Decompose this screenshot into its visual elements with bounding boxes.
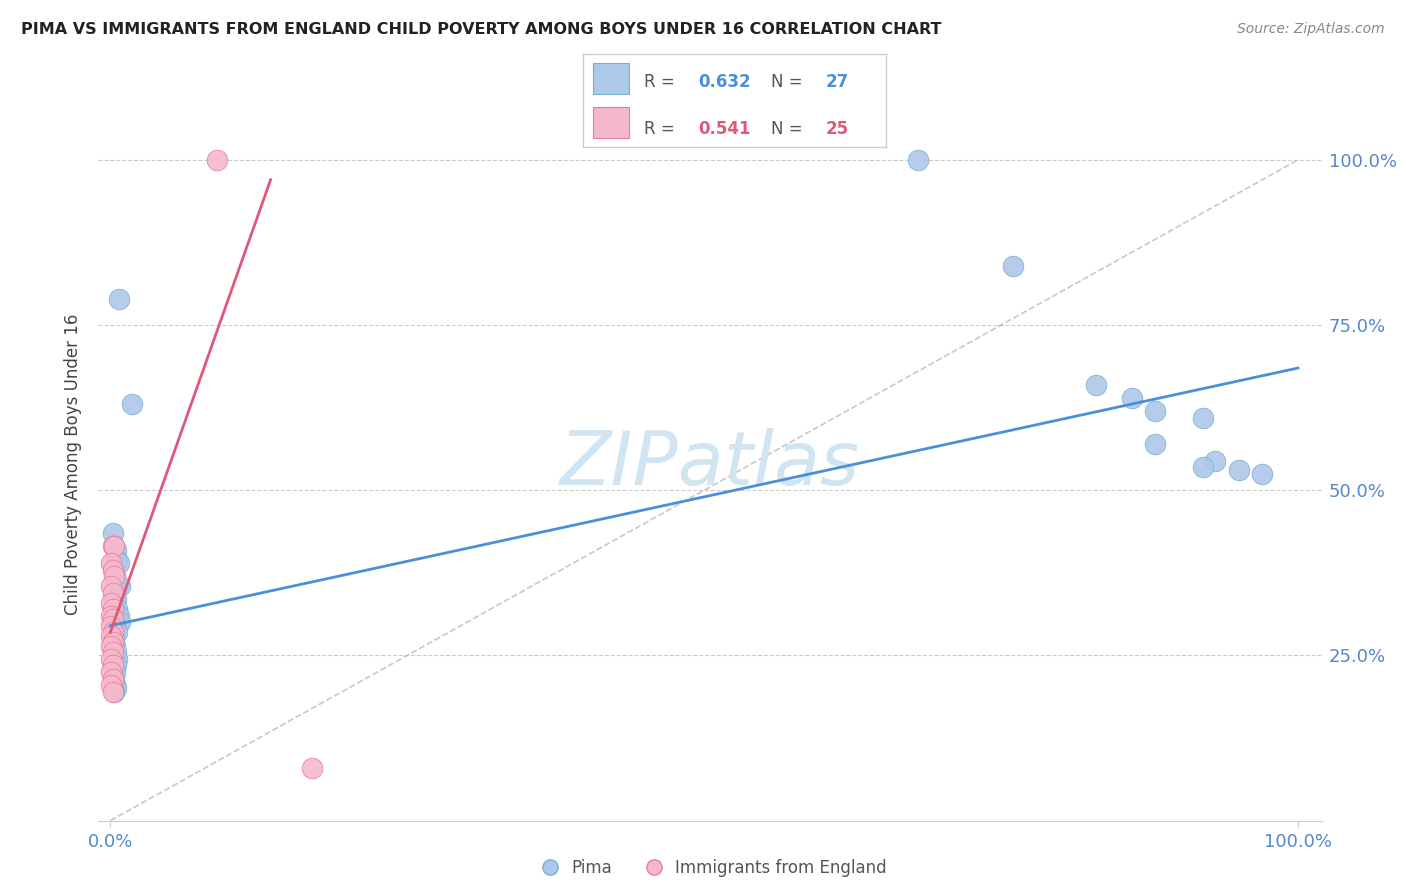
Text: N =: N = [770,73,803,91]
Point [104,665,127,679]
Point [101,645,124,659]
Point [101,685,124,699]
Point [105,645,128,659]
Point [108,579,131,593]
Point [1121,391,1143,405]
Point [100,652,122,666]
Point [104,569,127,583]
Text: R =: R = [644,120,675,138]
Point [107,608,129,623]
Point [1192,460,1215,475]
Text: 27: 27 [825,73,849,91]
Point [101,612,124,626]
Point [105,681,128,696]
Point [107,292,129,306]
Point [1251,467,1274,481]
Point [100,629,122,643]
Point [1085,377,1108,392]
Point [100,579,122,593]
Y-axis label: Child Poverty Among Boys Under 16: Child Poverty Among Boys Under 16 [65,313,83,615]
Point [107,579,129,593]
Point [105,592,128,607]
Legend: Pima, Immigrants from England: Pima, Immigrants from England [526,853,894,884]
Point [301,761,323,775]
Point [107,625,129,640]
Point [107,556,129,570]
Point [105,542,128,557]
Point [121,397,143,411]
Point [104,678,127,692]
Point [1001,259,1024,273]
Point [101,658,124,673]
Point [103,685,125,699]
Point [100,639,122,653]
Point [101,672,124,686]
Point [100,678,122,692]
Text: R =: R = [644,73,675,91]
Point [101,585,124,599]
Text: 0.632: 0.632 [699,73,751,91]
Point [1192,410,1215,425]
Point [107,652,129,666]
Point [1144,404,1167,418]
Point [101,625,124,640]
FancyBboxPatch shape [592,107,628,138]
Point [101,563,124,577]
Point [107,552,129,566]
Text: ZIPatlas: ZIPatlas [560,428,860,500]
Point [103,589,125,603]
Point [205,153,228,167]
FancyBboxPatch shape [592,63,628,94]
Point [103,569,125,583]
Point [101,635,124,649]
Point [104,639,127,653]
Point [107,602,129,616]
Point [105,658,128,673]
Point [907,153,929,167]
Point [1144,437,1167,451]
Point [1204,453,1226,467]
Point [103,632,125,646]
Point [100,556,122,570]
Point [101,526,124,541]
Text: Source: ZipAtlas.com: Source: ZipAtlas.com [1237,22,1385,37]
Point [103,540,125,554]
Text: N =: N = [770,120,803,138]
Text: PIMA VS IMMIGRANTS FROM ENGLAND CHILD POVERTY AMONG BOYS UNDER 16 CORRELATION CH: PIMA VS IMMIGRANTS FROM ENGLAND CHILD PO… [21,22,942,37]
Point [103,672,125,686]
Point [101,540,124,554]
Text: 25: 25 [825,120,848,138]
Point [100,608,122,623]
Text: 0.541: 0.541 [699,120,751,138]
Point [104,618,127,632]
Point [1227,463,1250,477]
Point [100,596,122,610]
Point [100,665,122,679]
Point [108,615,131,630]
Point [100,618,122,632]
Point [101,602,124,616]
Point [103,540,125,554]
